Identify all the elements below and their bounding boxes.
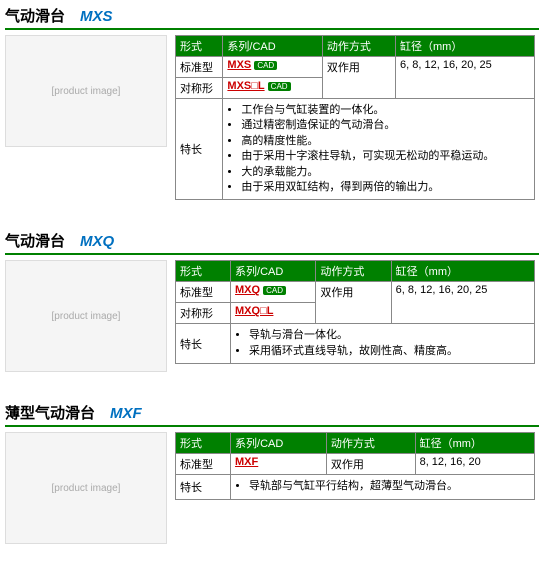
feature-cell: 导轨与滑台一体化。采用循环式直线导轨，故刚性高、精度高。 — [231, 324, 535, 364]
action-cell: 双作用 — [316, 282, 391, 324]
feature-label: 特长 — [176, 324, 231, 364]
feature-cell: 工作台与气缸装置的一体化。通过精密制造保证的气动滑台。高的精度性能。由于采用十字… — [223, 99, 535, 200]
bore-cell: 6, 8, 12, 16, 20, 25 — [391, 282, 534, 324]
feature-label: 特长 — [176, 475, 231, 499]
series-link[interactable]: MXQ — [235, 284, 260, 296]
bore-cell: 6, 8, 12, 16, 20, 25 — [396, 57, 535, 99]
series-cell: MXF — [231, 454, 327, 475]
col-header: 系列/CAD — [231, 433, 327, 454]
col-header: 系列/CAD — [223, 36, 323, 57]
feature-row: 特长工作台与气缸装置的一体化。通过精密制造保证的气动滑台。高的精度性能。由于采用… — [176, 99, 535, 200]
product-image: [product image] — [5, 432, 167, 544]
title-model: MXF — [110, 405, 142, 422]
feature-item: 由于采用十字滚柱导轨，可实现无松动的平稳运动。 — [241, 149, 530, 164]
content-row: [product image] 形式系列/CAD动作方式缸径（mm） 标准型MXS … — [5, 35, 539, 200]
title-cn: 气动滑台 — [5, 233, 65, 250]
series-link[interactable]: MXF — [235, 456, 258, 468]
feature-item: 导轨与滑台一体化。 — [249, 328, 530, 343]
form-cell: 对称形 — [176, 78, 223, 99]
content-row: [product image] 形式系列/CAD动作方式缸径（mm） 标准型MXQ … — [5, 260, 539, 372]
title-cn: 气动滑台 — [5, 8, 65, 25]
series-cell: MXQ CAD — [231, 282, 316, 303]
table-row: 标准型MXQ CAD双作用6, 8, 12, 16, 20, 25 — [176, 282, 535, 303]
product-image: [product image] — [5, 35, 167, 147]
form-cell: 对称形 — [176, 303, 231, 324]
product-section: 气动滑台 MXS [product image] 形式系列/CAD动作方式缸径（mm）… — [5, 5, 539, 200]
form-cell: 标准型 — [176, 454, 231, 475]
product-image: [product image] — [5, 260, 167, 372]
title-model: MXQ — [80, 233, 114, 250]
series-link[interactable]: MXQ□L — [235, 305, 273, 317]
series-cell: MXS□L CAD — [223, 78, 323, 99]
feature-item: 采用循环式直线导轨，故刚性高、精度高。 — [249, 344, 530, 359]
product-section: 薄型气动滑台 MXF [product image] 形式系列/CAD动作方式缸径（m… — [5, 402, 539, 544]
col-header: 形式 — [176, 433, 231, 454]
feature-item: 通过精密制造保证的气动滑台。 — [241, 118, 530, 133]
table-row: 标准型 MXF 双作用8, 12, 16, 20 — [176, 454, 535, 475]
col-header: 动作方式 — [326, 433, 415, 454]
feature-item: 工作台与气缸装置的一体化。 — [241, 103, 530, 118]
col-header: 动作方式 — [316, 261, 391, 282]
feature-row: 特长 导轨部与气缸平行结构，超薄型气动滑台。 — [176, 475, 535, 499]
col-header: 系列/CAD — [231, 261, 316, 282]
col-header: 缸径（mm） — [396, 36, 535, 57]
cad-badge[interactable]: CAD — [268, 82, 291, 91]
feature-item: 大的承载能力。 — [241, 165, 530, 180]
section-title: 薄型气动滑台 MXF — [5, 402, 539, 427]
title-model: MXS — [80, 8, 113, 25]
feature-item: 高的精度性能。 — [241, 134, 530, 149]
col-header: 缸径（mm） — [391, 261, 534, 282]
series-link[interactable]: MXS□L — [227, 80, 264, 92]
form-cell: 标准型 — [176, 57, 223, 78]
section-title: 气动滑台 MXQ — [5, 230, 539, 255]
col-header: 形式 — [176, 36, 223, 57]
table-row: 标准型MXS CAD双作用6, 8, 12, 16, 20, 25 — [176, 57, 535, 78]
col-header: 动作方式 — [322, 36, 395, 57]
product-section: 气动滑台 MXQ [product image] 形式系列/CAD动作方式缸径（mm）… — [5, 230, 539, 372]
spec-table: 形式系列/CAD动作方式缸径（mm）标准型MXS CAD双作用6, 8, 12,… — [175, 35, 535, 200]
title-cn: 薄型气动滑台 — [5, 405, 95, 422]
section-title: 气动滑台 MXS — [5, 5, 539, 30]
cad-badge[interactable]: CAD — [263, 286, 286, 295]
feature-label: 特长 — [176, 99, 223, 200]
series-cell: MXS CAD — [223, 57, 323, 78]
col-header: 形式 — [176, 261, 231, 282]
cad-badge[interactable]: CAD — [254, 61, 277, 70]
spec-table: 形式系列/CAD动作方式缸径（mm）标准型MXQ CAD双作用6, 8, 12,… — [175, 260, 535, 364]
action-cell: 双作用 — [322, 57, 395, 99]
feature-cell: 导轨部与气缸平行结构，超薄型气动滑台。 — [231, 475, 535, 499]
col-header: 缸径（mm） — [415, 433, 534, 454]
feature-item: 由于采用双缸结构，得到两倍的输出力。 — [241, 180, 530, 195]
spec-table: 形式系列/CAD动作方式缸径（mm） 标准型 MXF 双作用8, 12, 16, 20… — [175, 432, 535, 499]
content-row: [product image] 形式系列/CAD动作方式缸径（mm） 标准型 MXF 双… — [5, 432, 539, 544]
feature-item: 导轨部与气缸平行结构，超薄型气动滑台。 — [249, 479, 530, 494]
action-cell: 双作用 — [326, 454, 415, 475]
feature-row: 特长导轨与滑台一体化。采用循环式直线导轨，故刚性高、精度高。 — [176, 324, 535, 364]
series-link[interactable]: MXS — [227, 59, 251, 71]
form-cell: 标准型 — [176, 282, 231, 303]
bore-cell: 8, 12, 16, 20 — [415, 454, 534, 475]
series-cell: MXQ□L — [231, 303, 316, 324]
